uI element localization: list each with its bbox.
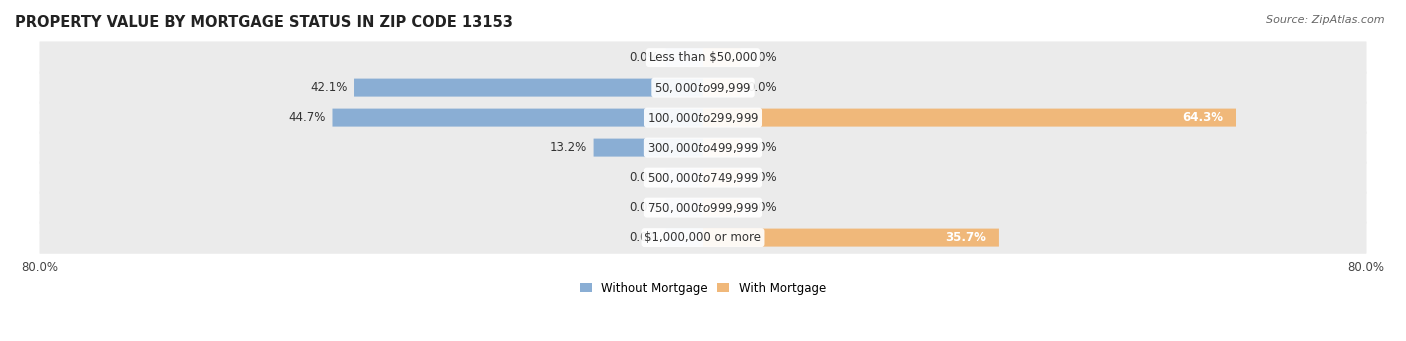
Text: $300,000 to $499,999: $300,000 to $499,999 [647, 140, 759, 154]
FancyBboxPatch shape [665, 198, 703, 217]
Text: 0.0%: 0.0% [747, 171, 776, 184]
FancyBboxPatch shape [39, 221, 1367, 254]
Text: 64.3%: 64.3% [1182, 111, 1223, 124]
FancyBboxPatch shape [665, 168, 703, 187]
FancyBboxPatch shape [703, 228, 998, 247]
FancyBboxPatch shape [703, 198, 741, 217]
Text: 0.0%: 0.0% [630, 231, 659, 244]
FancyBboxPatch shape [703, 49, 741, 66]
FancyBboxPatch shape [593, 138, 703, 157]
FancyBboxPatch shape [665, 228, 703, 247]
FancyBboxPatch shape [39, 131, 1367, 164]
Text: 0.0%: 0.0% [630, 171, 659, 184]
Text: 42.1%: 42.1% [309, 81, 347, 94]
Text: 0.0%: 0.0% [630, 51, 659, 64]
FancyBboxPatch shape [703, 108, 1236, 127]
Text: 0.0%: 0.0% [747, 201, 776, 214]
FancyBboxPatch shape [703, 79, 741, 97]
FancyBboxPatch shape [354, 79, 703, 97]
FancyBboxPatch shape [39, 161, 1367, 194]
Text: $50,000 to $99,999: $50,000 to $99,999 [654, 80, 752, 94]
FancyBboxPatch shape [39, 191, 1367, 224]
Text: 0.0%: 0.0% [747, 81, 776, 94]
Text: 0.0%: 0.0% [630, 201, 659, 214]
Text: Source: ZipAtlas.com: Source: ZipAtlas.com [1267, 15, 1385, 25]
Text: PROPERTY VALUE BY MORTGAGE STATUS IN ZIP CODE 13153: PROPERTY VALUE BY MORTGAGE STATUS IN ZIP… [15, 15, 513, 30]
Text: $1,000,000 or more: $1,000,000 or more [644, 231, 762, 244]
Text: Less than $50,000: Less than $50,000 [648, 51, 758, 64]
FancyBboxPatch shape [332, 108, 703, 127]
FancyBboxPatch shape [39, 71, 1367, 104]
FancyBboxPatch shape [703, 138, 741, 157]
Text: $750,000 to $999,999: $750,000 to $999,999 [647, 201, 759, 214]
Legend: Without Mortgage, With Mortgage: Without Mortgage, With Mortgage [575, 277, 831, 299]
Text: $100,000 to $299,999: $100,000 to $299,999 [647, 110, 759, 124]
Text: 35.7%: 35.7% [946, 231, 987, 244]
Text: 0.0%: 0.0% [747, 141, 776, 154]
Text: $500,000 to $749,999: $500,000 to $749,999 [647, 170, 759, 184]
FancyBboxPatch shape [665, 49, 703, 66]
Text: 44.7%: 44.7% [288, 111, 326, 124]
FancyBboxPatch shape [39, 41, 1367, 74]
Text: 0.0%: 0.0% [747, 51, 776, 64]
Text: 13.2%: 13.2% [550, 141, 586, 154]
FancyBboxPatch shape [39, 101, 1367, 134]
FancyBboxPatch shape [703, 168, 741, 187]
